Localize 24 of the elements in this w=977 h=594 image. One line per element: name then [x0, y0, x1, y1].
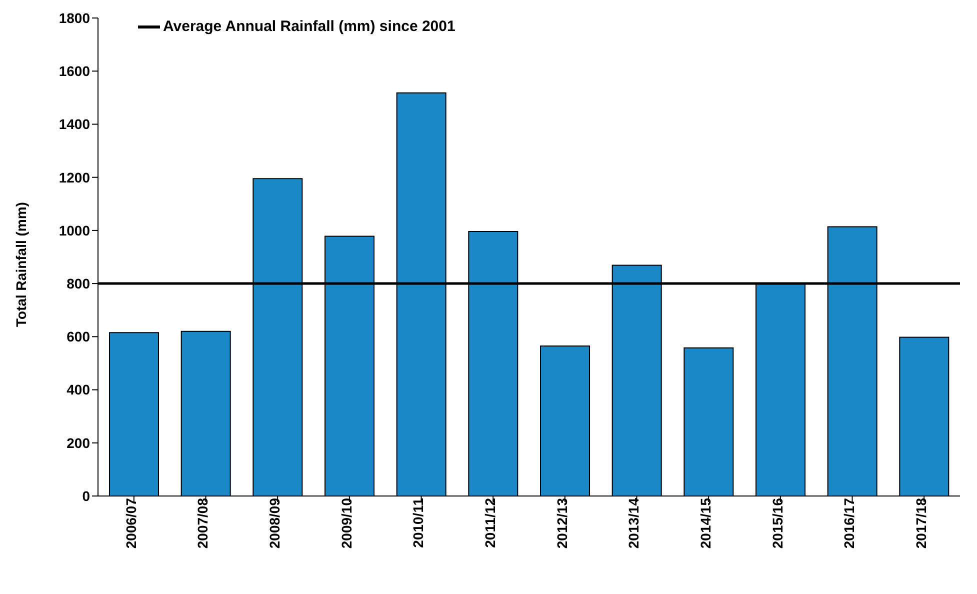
x-tick-label: 2011/12: [482, 498, 498, 548]
x-tick-label: 2008/09: [266, 498, 283, 549]
x-tick-label: 2009/10: [338, 498, 354, 549]
x-tick-label: 2015/16: [769, 498, 786, 549]
x-tick-label: 2007/08: [194, 498, 211, 549]
legend-label: Average Annual Rainfall (mm) since 2001: [163, 18, 456, 35]
y-tick-label: 1200: [58, 169, 90, 186]
x-tick-label: 2010/11: [410, 498, 426, 548]
x-tick-label: 2012/13: [554, 498, 570, 549]
y-axis-title: Total Rainfall (mm): [12, 202, 29, 327]
y-tick-label: 0: [82, 488, 90, 504]
y-tick-label: 800: [66, 276, 90, 292]
y-tick-label: 400: [66, 382, 90, 398]
x-tick-label: 2013/14: [626, 498, 642, 549]
x-tick-label: 2014/15: [698, 498, 714, 549]
y-tick-label: 600: [66, 328, 90, 345]
x-tick-label: 2017/18: [913, 498, 930, 549]
y-tick-label: 200: [66, 434, 90, 451]
y-tick-label: 1600: [58, 63, 90, 80]
y-tick-label: 1000: [58, 222, 90, 238]
x-tick-label: 2006/07: [122, 498, 139, 549]
y-tick-label: 1800: [58, 10, 90, 26]
x-tick-label: 2016/17: [841, 498, 858, 549]
y-tick-label: 1400: [58, 116, 90, 132]
